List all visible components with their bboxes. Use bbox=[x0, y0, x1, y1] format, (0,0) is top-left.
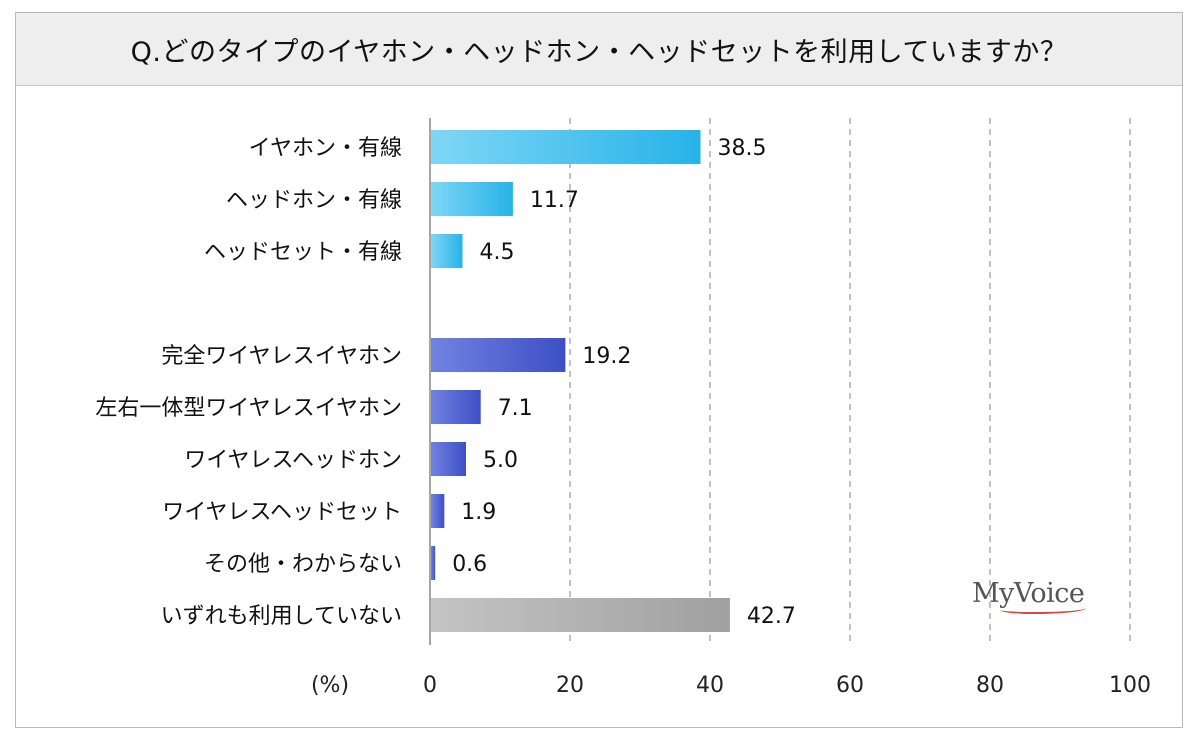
logo-swoosh bbox=[1000, 604, 1086, 614]
category-label-2: ヘッドホン・有線 bbox=[226, 188, 402, 213]
category-label-5: 左右一体型ワイヤレスイヤホン bbox=[95, 396, 402, 421]
value-label-4: 19.2 bbox=[582, 344, 631, 369]
bar-4 bbox=[431, 338, 566, 372]
bar-3 bbox=[431, 234, 463, 268]
category-label-9: いずれも利用していない bbox=[161, 604, 402, 629]
labels: 0 20 40 60 80 100 イヤホン・有線 38.5 ヘッドホン・有線 11.7 ヘッドセッ… bbox=[95, 136, 1151, 698]
grid-lines bbox=[429, 118, 1131, 645]
bar-7 bbox=[431, 494, 445, 528]
value-label-9: 42.7 bbox=[747, 604, 796, 629]
bar-5 bbox=[431, 390, 481, 424]
value-label-2: 11.7 bbox=[530, 188, 579, 213]
bars bbox=[431, 130, 730, 632]
value-label-6: 5.0 bbox=[483, 448, 518, 473]
category-label-1: イヤホン・有線 bbox=[249, 136, 402, 161]
value-label-5: 7.1 bbox=[498, 396, 533, 421]
x-tick-label-100: 100 bbox=[1109, 673, 1151, 698]
bar-2 bbox=[431, 182, 513, 216]
category-label-3: ヘッドセット・有線 bbox=[204, 240, 402, 265]
x-tick-label-60: 60 bbox=[836, 673, 864, 698]
x-tick-label-0: 0 bbox=[423, 673, 437, 698]
category-label-7: ワイヤレスヘッドセット bbox=[162, 500, 402, 525]
value-label-1: 38.5 bbox=[718, 136, 767, 161]
bar-6 bbox=[431, 442, 466, 476]
x-tick-label-40: 40 bbox=[696, 673, 724, 698]
bar-9 bbox=[431, 598, 730, 632]
value-label-3: 4.5 bbox=[480, 240, 515, 265]
bar-8 bbox=[431, 546, 436, 580]
chart-title: Q.どのタイプのイヤホン・ヘッドホン・ヘッドセットを利用していますか？ bbox=[16, 13, 1182, 86]
value-label-8: 0.6 bbox=[452, 552, 487, 577]
unit-label: (%) bbox=[311, 673, 349, 698]
category-label-8: その他・わからない bbox=[204, 552, 402, 577]
x-tick-label-20: 20 bbox=[556, 673, 584, 698]
category-label-6: ワイヤレスヘッドホン bbox=[184, 448, 402, 473]
bar-1 bbox=[431, 130, 701, 164]
category-label-4: 完全ワイヤレスイヤホン bbox=[161, 344, 402, 369]
x-tick-label-80: 80 bbox=[976, 673, 1004, 698]
value-label-7: 1.9 bbox=[461, 500, 496, 525]
